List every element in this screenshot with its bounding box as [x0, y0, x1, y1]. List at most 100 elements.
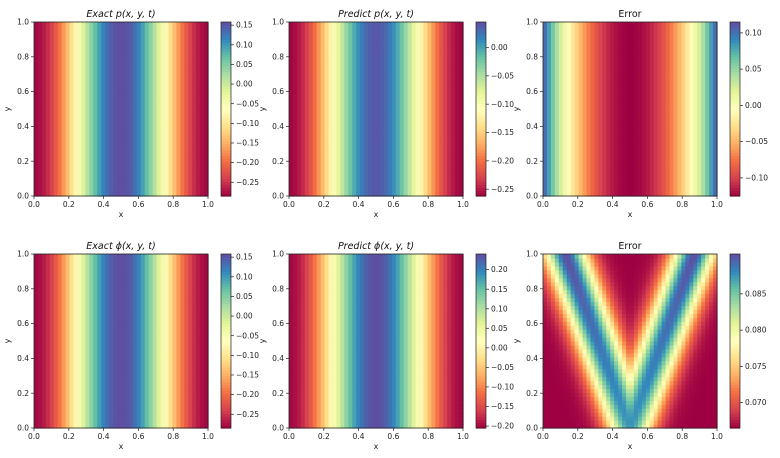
heatmap-cell	[594, 81, 599, 86]
heatmap-cell	[447, 85, 452, 90]
heatmap-cell	[41, 192, 47, 197]
heatmap-cell	[81, 168, 86, 173]
heatmap-cell	[352, 116, 357, 122]
heatmap-cell	[105, 160, 110, 165]
heatmap-cell	[622, 120, 627, 126]
colorbar-segment	[476, 169, 486, 174]
heatmap-cell	[308, 49, 314, 55]
colorbar-segment	[221, 158, 231, 162]
heatmap-cell	[61, 57, 67, 63]
heatmap-cell	[574, 180, 580, 185]
heatmap-cell	[101, 49, 106, 55]
heatmap-cell	[610, 180, 615, 185]
heatmap-cell	[340, 192, 345, 197]
heatmap-cell	[73, 132, 79, 138]
heatmap-cell	[550, 65, 556, 71]
heatmap-cell	[69, 132, 75, 138]
heatmap-cell	[188, 101, 193, 106]
heatmap-cell	[196, 176, 201, 181]
heatmap-cell	[172, 180, 177, 185]
heatmap-cell	[81, 25, 86, 31]
heatmap-cell	[419, 120, 425, 126]
heatmap-cell	[439, 25, 444, 31]
heatmap-cell	[368, 152, 373, 158]
heatmap-cell	[57, 37, 63, 43]
heatmap-cell	[117, 168, 122, 173]
heatmap-cell	[172, 22, 177, 27]
heatmap-cell	[360, 41, 365, 47]
heatmap-cell	[188, 172, 193, 177]
heatmap-cells	[289, 22, 464, 197]
heatmap-cell	[113, 176, 118, 181]
heatmap-cell	[435, 152, 440, 158]
heatmap-cell	[176, 140, 181, 146]
heatmap-cell	[439, 140, 444, 146]
heatmap-cell	[101, 136, 106, 142]
heatmap-cell	[148, 144, 154, 150]
heatmap-cell	[77, 33, 83, 39]
heatmap-cell	[340, 22, 345, 27]
heatmap-cell	[136, 180, 142, 185]
heatmap-cell	[574, 61, 580, 67]
heatmap-cell	[292, 105, 298, 110]
heatmap-cell	[431, 29, 436, 35]
heatmap-cell	[590, 140, 595, 146]
heatmap-cell	[578, 176, 584, 181]
heatmap-cell	[97, 41, 102, 47]
heatmap-cell	[101, 172, 106, 177]
heatmap-cell	[316, 45, 322, 51]
heatmap-cell	[550, 112, 556, 118]
heatmap-cell	[443, 140, 448, 146]
heatmap-cell	[364, 136, 369, 142]
heatmap-cell	[562, 89, 568, 94]
heatmap-cell	[156, 37, 162, 43]
heatmap-cell	[37, 109, 43, 114]
heatmap-cell	[352, 156, 357, 161]
heatmap-cell	[304, 29, 310, 35]
heatmap-cell	[407, 132, 413, 138]
heatmap-cell	[443, 29, 448, 35]
heatmap-cell	[192, 33, 197, 39]
heatmap-cell	[34, 148, 39, 154]
heatmap-cell	[77, 168, 83, 173]
heatmap-cell	[546, 164, 552, 169]
heatmap-cell	[312, 61, 318, 67]
heatmap-cell	[387, 148, 393, 154]
heatmap-cell	[431, 112, 436, 118]
heatmap-cell	[324, 53, 330, 59]
heatmap-cell	[423, 188, 428, 193]
heatmap-cell	[570, 124, 576, 130]
heatmap-cell	[121, 148, 126, 154]
heatmap-cell	[316, 140, 322, 146]
heatmap-cell	[439, 49, 444, 55]
heatmap-cell	[117, 152, 122, 158]
heatmap-cell	[455, 164, 460, 169]
heatmap-cell	[156, 109, 162, 114]
heatmap-cell	[411, 192, 417, 197]
heatmap-cell	[324, 168, 330, 173]
heatmap-cell	[340, 57, 345, 63]
heatmap-cell	[594, 57, 599, 63]
heatmap-cell	[332, 49, 338, 55]
heatmap-cell	[97, 33, 102, 39]
heatmap-cell	[180, 45, 185, 51]
heatmap-cell	[34, 89, 39, 94]
heatmap-cell	[459, 53, 464, 59]
heatmap-cell	[622, 124, 627, 130]
heatmap-cell	[180, 41, 185, 47]
heatmap-cell	[554, 124, 560, 130]
heatmap-cell	[606, 29, 611, 35]
heatmap-cell	[602, 65, 607, 71]
heatmap-cell	[37, 101, 43, 106]
heatmap-cell	[566, 112, 572, 118]
heatmap-cell	[344, 69, 349, 74]
heatmap-cell	[69, 105, 75, 110]
heatmap-cell	[427, 53, 432, 59]
heatmap-cell	[292, 65, 298, 71]
heatmap-cell	[419, 81, 425, 86]
heatmap-cell	[586, 69, 592, 74]
heatmap-cell	[184, 180, 189, 185]
heatmap-cell	[379, 192, 385, 197]
heatmap-cell	[376, 132, 381, 138]
heatmap-cell	[431, 109, 436, 114]
